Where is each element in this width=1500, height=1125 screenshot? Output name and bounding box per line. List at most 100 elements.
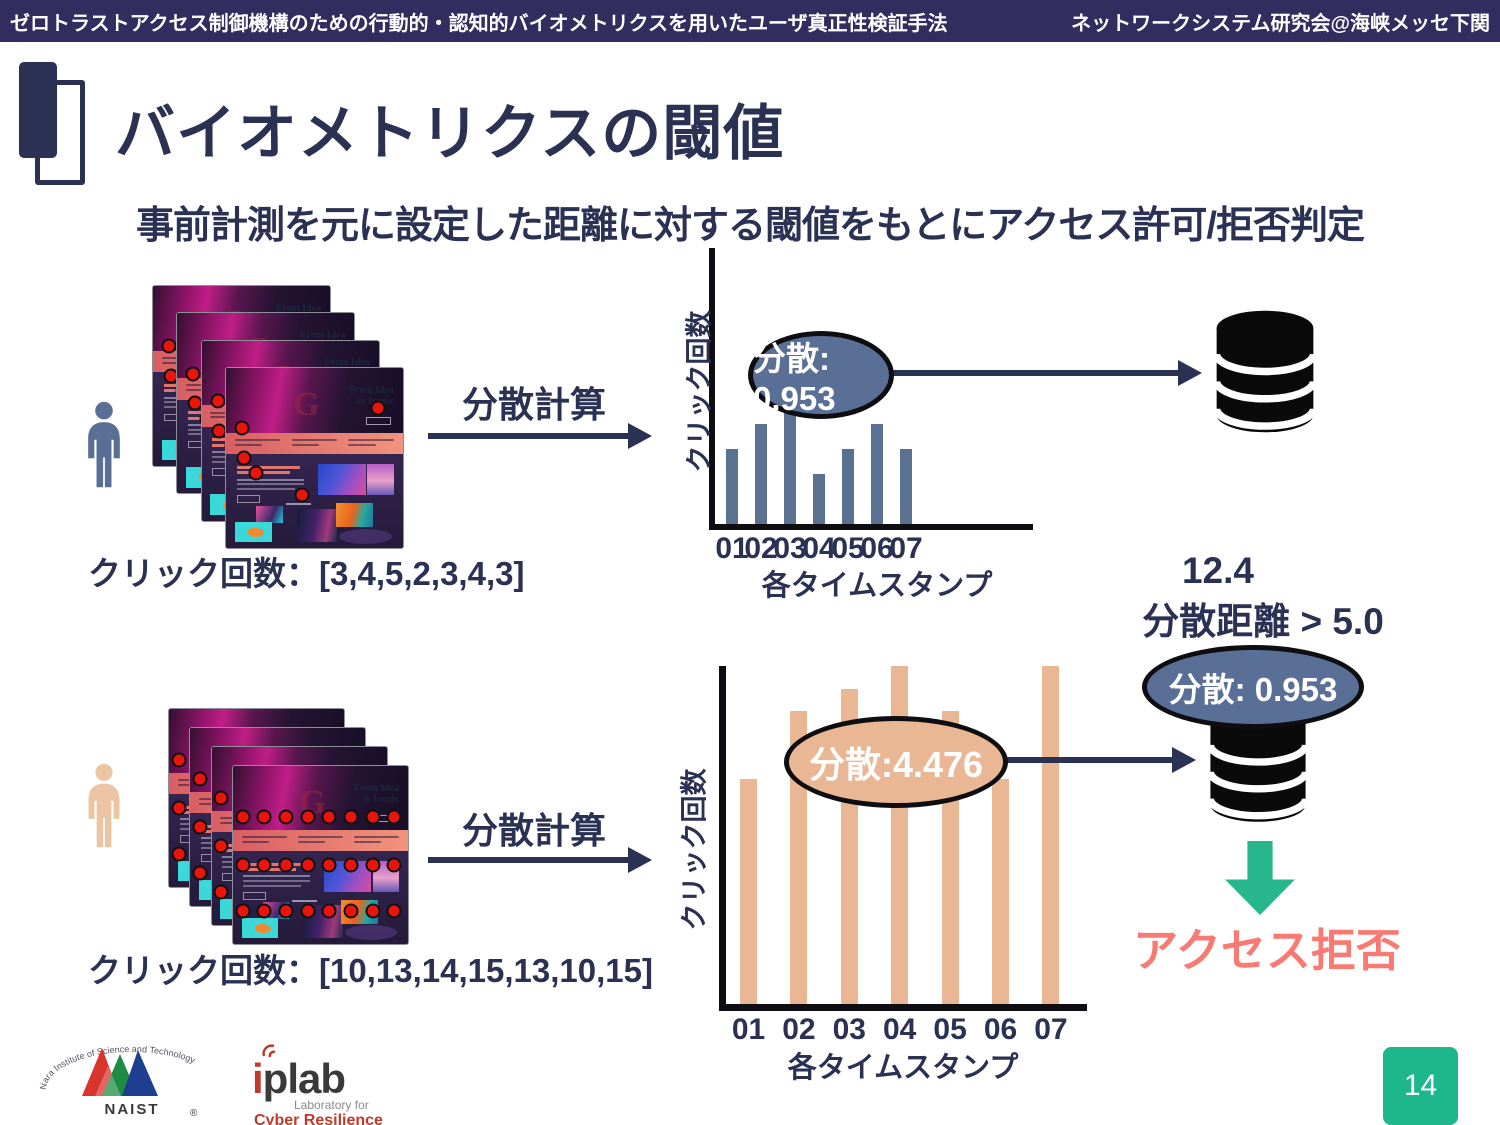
bar-01: [740, 779, 757, 1004]
click-marker-icon: [235, 903, 251, 919]
click-marker-icon: [300, 857, 316, 873]
click-marker-icon: [256, 809, 272, 825]
page-title: バイオメトリクスの閾値: [115, 100, 785, 167]
click-marker-icon: [294, 487, 310, 503]
impostor-click-caption: クリック回数：[10,13,14,15,13,10,15]: [88, 952, 653, 989]
click-marker-icon: [192, 771, 208, 787]
header-bar: ゼロトラストアクセス制御機構のための行動的・認知的バイオメトリクスを用いたユーザ…: [0, 0, 1500, 42]
iplab-lab-title: Cyber Resilience: [254, 1112, 383, 1125]
subtitle: 事前計測を元に設定した距離に対する閾値をもとにアクセス許可/拒否判定: [136, 205, 1365, 247]
bar-06: [871, 424, 883, 524]
genuine-chart-ticks: 01 02 03 04 05 06 07: [712, 532, 1032, 566]
thumb-nav-band: [225, 432, 403, 455]
click-marker-icon: [365, 903, 381, 919]
naist-logo: Nara Institute of Science and Technology…: [20, 1030, 245, 1125]
click-marker-icon: [171, 846, 187, 862]
right-arrow-icon: [1178, 360, 1202, 386]
iplab-logo: iplab Laboratory for Cyber Resilience: [252, 1042, 412, 1125]
click-marker-icon: [386, 809, 402, 825]
click-marker-icon: [192, 865, 208, 881]
x-tick-05: 05: [831, 532, 865, 565]
x-tick-01: 01: [715, 532, 749, 565]
y-axis: [709, 248, 715, 530]
click-marker-icon: [278, 903, 294, 919]
click-marker-icon: [300, 809, 316, 825]
y-axis-label: クリック回数: [684, 310, 715, 473]
click-marker-icon: [321, 903, 337, 919]
x-tick-01: 01: [731, 1013, 766, 1046]
genuine-chart-plot: [712, 250, 1032, 524]
access-denied-label: アクセス拒否: [1133, 925, 1401, 976]
y-axis-label: クリック回数: [679, 768, 710, 931]
title-decoration-icon: [19, 62, 57, 158]
right-arrow-icon: [893, 370, 1180, 376]
bar-01: [726, 449, 738, 524]
click-marker-icon: [234, 420, 250, 436]
click-marker-icon: [213, 884, 229, 900]
thumb-photo: [335, 502, 373, 528]
variance-badge-impostor: 分散:4.476: [784, 716, 1008, 808]
thumb-photo: [234, 521, 272, 543]
x-tick-03: 03: [832, 1013, 866, 1046]
reg-mark: ®: [190, 1108, 198, 1119]
click-marker-icon: [386, 903, 402, 919]
variance-badge-genuine: 分散: 0.953: [748, 331, 894, 419]
header-title: ゼロトラストアクセス制御機構のための行動的・認知的バイオメトリクスを用いたユーザ…: [10, 12, 948, 35]
thumb-photo: [317, 463, 366, 496]
x-tick-04: 04: [802, 532, 836, 565]
right-arrow-icon: [428, 433, 630, 439]
click-marker-icon: [256, 903, 272, 919]
wave-icon: [262, 1044, 276, 1058]
x-axis: [709, 524, 1033, 530]
click-marker-icon: [278, 857, 294, 873]
click-marker-icon: [235, 809, 251, 825]
x-tick-03: 03: [773, 532, 807, 565]
naist-name: NAIST: [105, 1101, 160, 1118]
person-icon: [82, 763, 126, 849]
click-marker-icon: [343, 857, 359, 873]
variance-calc-label: 分散計算: [461, 384, 606, 425]
bar-07: [1042, 666, 1060, 1004]
bar-06: [992, 779, 1009, 1004]
person-icon: [82, 400, 126, 490]
click-marker-icon: [256, 857, 272, 873]
click-marker-icon: [321, 809, 337, 825]
click-marker-icon: [370, 400, 386, 416]
click-marker-icon: [236, 450, 252, 466]
genuine-click-caption: クリック回数：[3,4,5,2,3,4,3]: [88, 555, 525, 592]
bar-07: [900, 449, 912, 524]
click-marker-icon: [213, 838, 229, 854]
bar-02: [755, 424, 767, 524]
click-marker-icon: [321, 857, 337, 873]
click-marker-icon: [235, 857, 251, 873]
right-arrow-icon: [1005, 757, 1175, 763]
x-tick-05: 05: [933, 1013, 967, 1046]
thumb-photo: [241, 918, 279, 939]
bar-03: [784, 399, 796, 524]
thumb-nav-band: [232, 830, 408, 852]
x-tick-04: 04: [883, 1013, 917, 1046]
click-marker-icon: [248, 465, 264, 481]
click-marker-icon: [161, 338, 177, 354]
header-venue: ネットワークシステム研究会@海峡メッセ下関: [1071, 12, 1490, 35]
click-marker-icon: [213, 790, 229, 806]
down-arrow-icon: [1225, 841, 1295, 915]
right-arrow-icon: [1172, 747, 1196, 773]
click-marker-icon: [343, 809, 359, 825]
right-arrow-icon: [428, 857, 630, 863]
iplab-name: iplab: [252, 1055, 346, 1102]
bar-04: [813, 474, 825, 524]
click-marker-icon: [365, 857, 381, 873]
x-axis: [719, 1004, 1087, 1011]
distance-value: 12.4: [1181, 550, 1254, 591]
iplab-subtitle: Laboratory for: [294, 1098, 369, 1112]
click-marker-icon: [192, 819, 208, 835]
click-marker-icon: [185, 366, 201, 382]
x-axis-label: 各タイムスタンプ: [787, 1052, 1019, 1084]
click-marker-icon: [365, 809, 381, 825]
thumb-photo: [367, 463, 395, 496]
